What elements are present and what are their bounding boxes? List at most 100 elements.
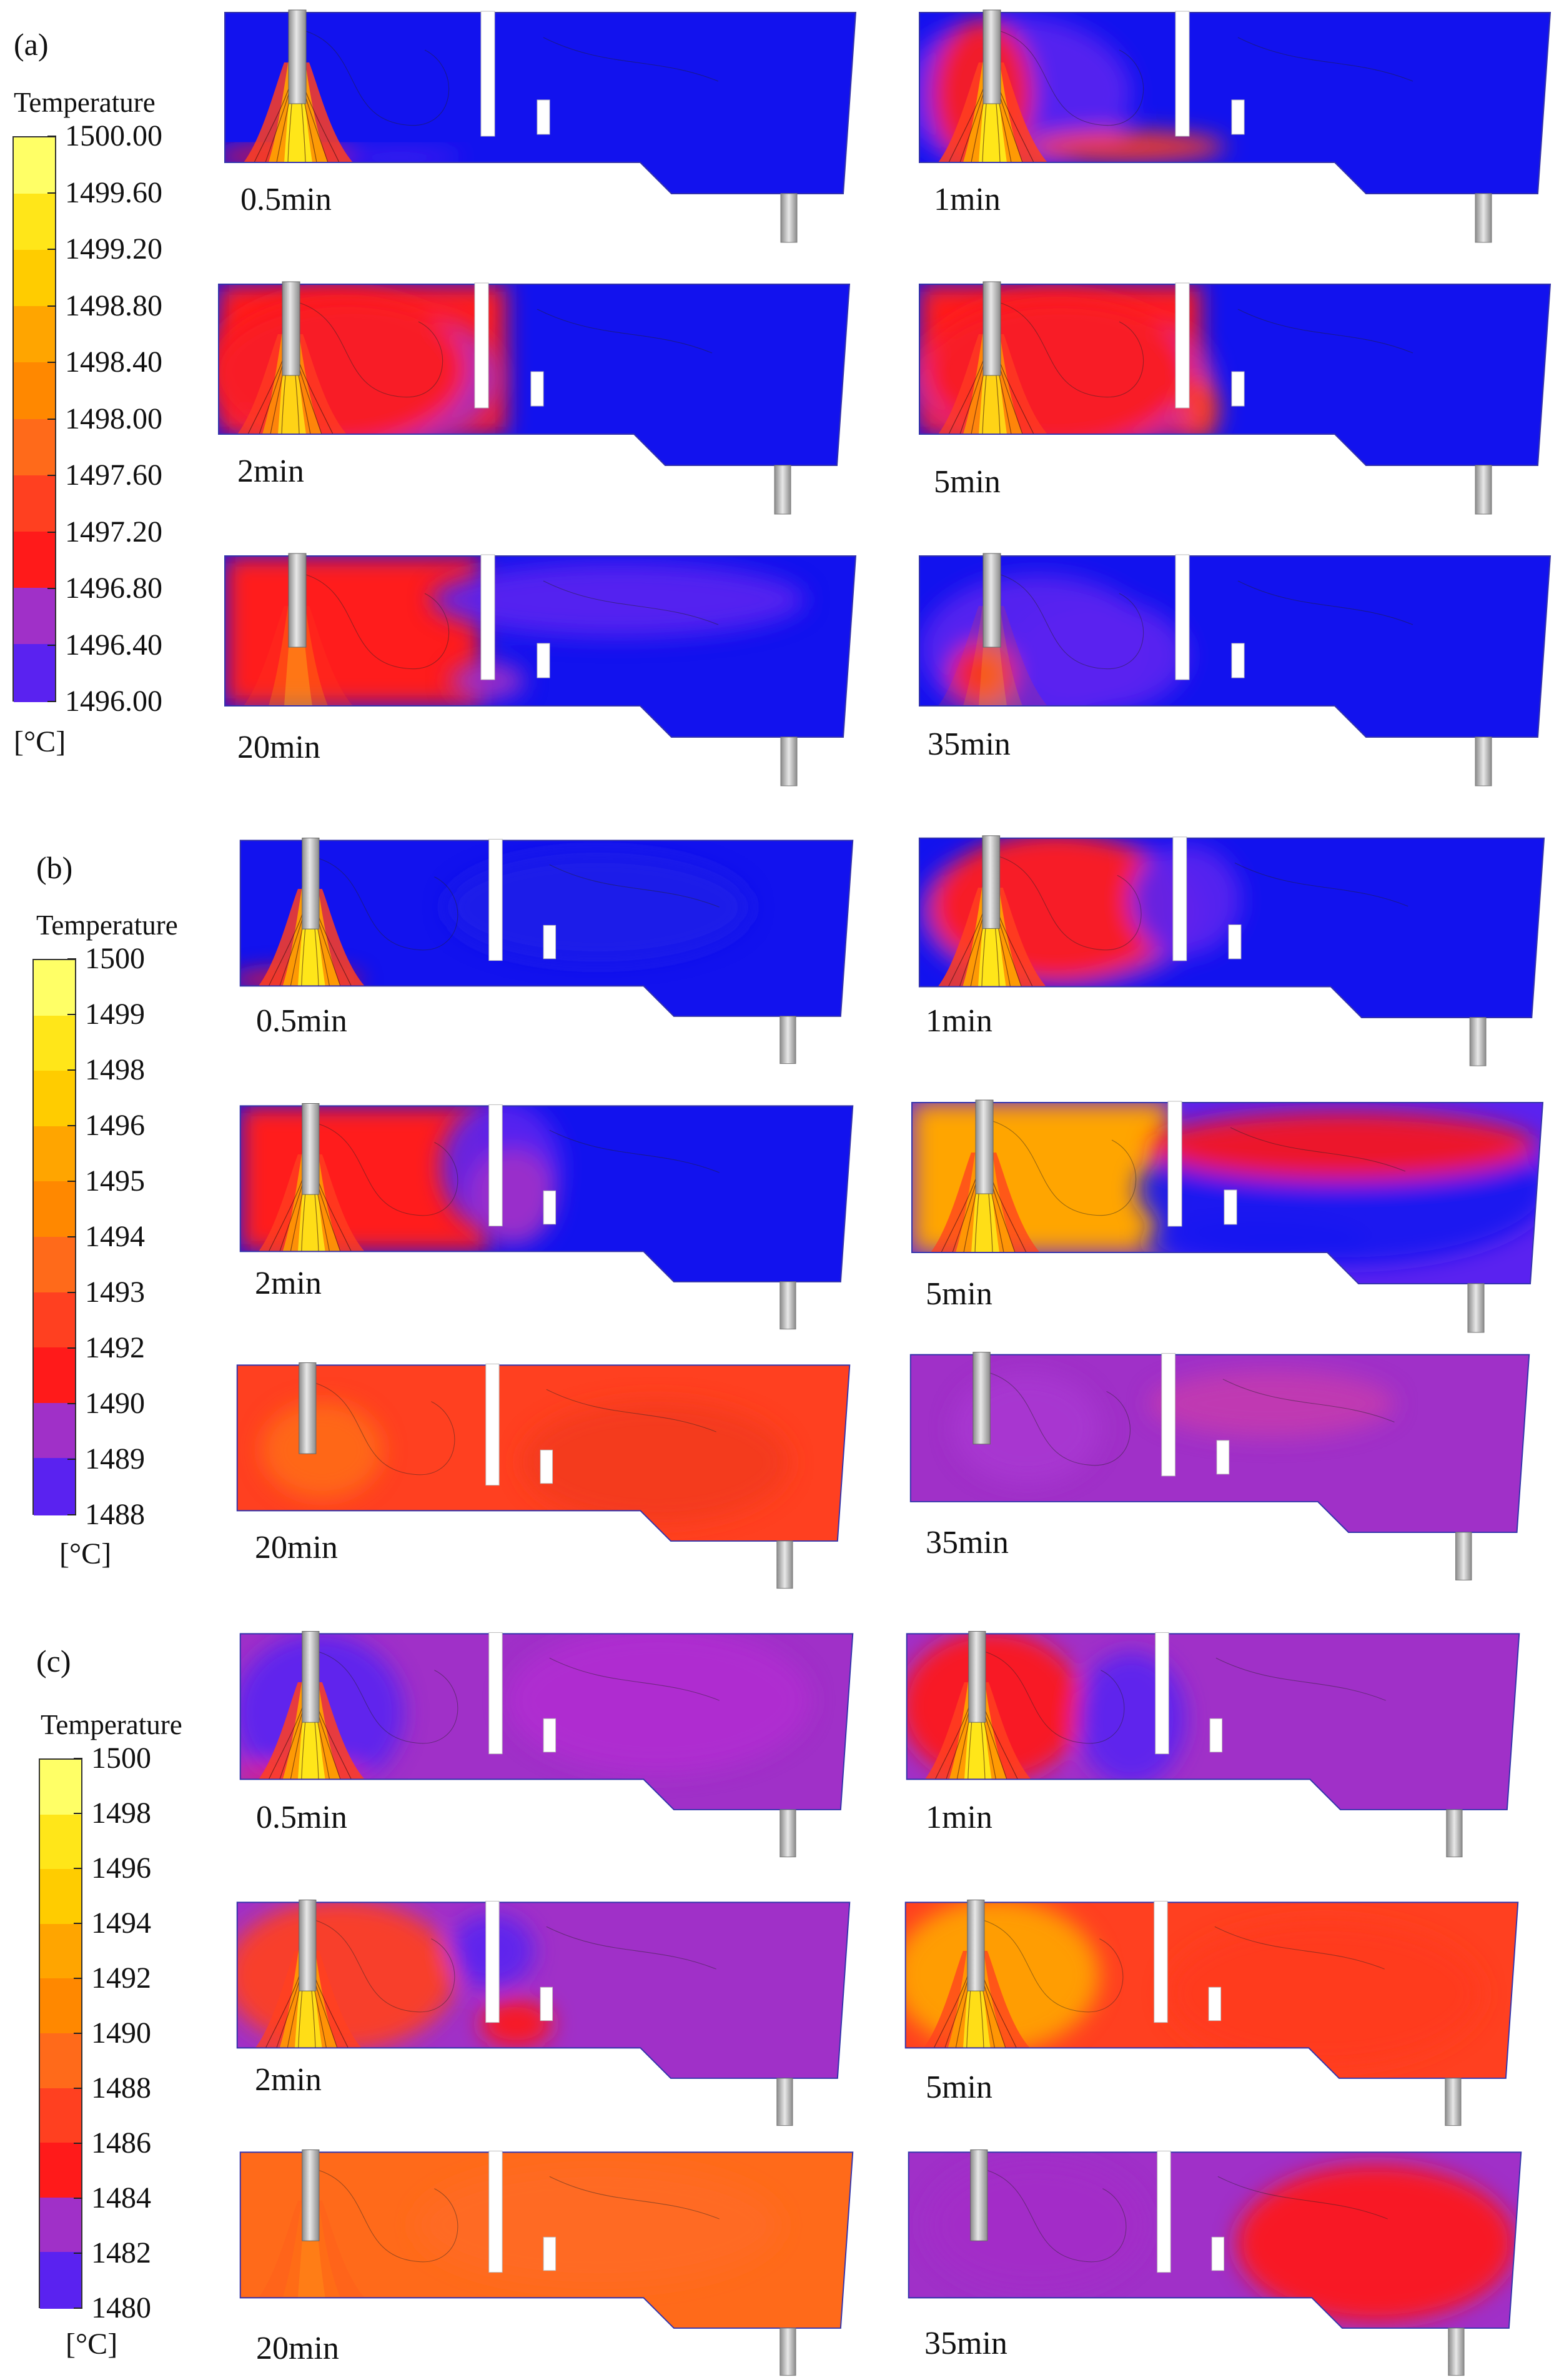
legend-tick [74, 1978, 82, 1979]
legend-tick [47, 249, 56, 250]
temperature-blob [1149, 1112, 1537, 1181]
temperature-blob [1013, 600, 1188, 712]
legend-tick-label: 1496.00 [65, 685, 162, 718]
contour-plot [906, 1631, 1520, 1858]
legend-tick [74, 2253, 82, 2254]
contour-line [299, 302, 713, 398]
temperature-blob [337, 151, 462, 164]
temperature-blob [261, 1401, 383, 1499]
weir [1175, 282, 1190, 409]
legend-band [34, 1015, 75, 1073]
legend-tick-label: 1486 [91, 2126, 151, 2159]
temperature-field [219, 284, 849, 465]
legend-band [34, 1071, 75, 1128]
legend-tick [74, 2143, 82, 2144]
legend-tick [74, 1868, 82, 1869]
legend-band [34, 1458, 75, 1515]
legend-tick [74, 1813, 82, 1814]
legend-tick-label: 1484 [91, 2181, 151, 2214]
legend-band [14, 362, 55, 421]
legend-band [40, 1814, 81, 1871]
dam [1231, 99, 1245, 135]
temperature-blob [1182, 378, 1219, 440]
contour-line [992, 1121, 1406, 1216]
temperature-field [240, 840, 853, 1016]
tundish-outline [239, 840, 854, 1017]
legend-band [40, 1869, 81, 1926]
contour-line [984, 1920, 1385, 2013]
ladle-shroud [299, 1362, 317, 1454]
legend-band [14, 137, 55, 196]
dam [1208, 1986, 1222, 2021]
outlet-nozzle [1445, 2078, 1462, 2126]
weir [1175, 554, 1190, 680]
outlet-nozzle [1475, 193, 1492, 243]
dam [1231, 371, 1245, 407]
inlet-plume [924, 1676, 1031, 1780]
legend-tick [74, 1758, 82, 1759]
tundish-outline [236, 1902, 851, 2079]
legend-tick-label: 1496.80 [65, 572, 162, 605]
legend-band [14, 587, 55, 646]
legend-band [14, 306, 55, 365]
legend-band [34, 1402, 75, 1460]
legend-tick [67, 1403, 76, 1404]
legend-tick-label: 1482 [91, 2236, 151, 2269]
legend-tick [47, 305, 56, 307]
legend-band [14, 475, 55, 533]
legend-tick [47, 475, 56, 476]
legend-band [34, 1181, 75, 1239]
legend-band [14, 419, 55, 477]
contour-line [305, 31, 719, 126]
outlet-nozzle [1475, 736, 1492, 786]
contour-plot [239, 1103, 854, 1330]
outlet-nozzle [1469, 1017, 1487, 1066]
dam [540, 1449, 553, 1484]
ladle-shroud [299, 1900, 317, 1991]
legend-tick-label: 1496.40 [65, 628, 162, 662]
tundish-outline [239, 1105, 854, 1282]
legend-band [40, 1760, 81, 1817]
weir [1172, 836, 1187, 961]
contour-plot [911, 1099, 1544, 1333]
weir [1175, 11, 1190, 137]
outlet-nozzle [776, 1540, 793, 1589]
tundish-outline [239, 1633, 854, 1810]
hot-region [225, 556, 481, 706]
outlet-nozzle [1475, 465, 1492, 515]
contour-plot [918, 835, 1545, 1066]
contour-line [1000, 31, 1413, 126]
weir [1157, 2150, 1171, 2273]
ladle-shroud [970, 2149, 988, 2241]
legend-tick [67, 1459, 76, 1460]
time-label: 1min [926, 1003, 992, 1039]
legend-tick [67, 1292, 76, 1293]
tundish-outline [239, 2151, 854, 2329]
legend-tick-label: 1490 [85, 1387, 145, 1420]
legend-tick-label: 1488 [85, 1498, 145, 1531]
ladle-shroud [982, 553, 1001, 648]
panel-label: (b) [36, 850, 73, 885]
legend-tick [47, 192, 56, 194]
temperature-field [905, 1902, 1518, 2078]
contour-plot [224, 553, 857, 786]
legend-tick [47, 136, 56, 137]
temperature-field [240, 1106, 853, 1282]
legend-tick-label: 1497.20 [65, 515, 162, 548]
legend-tick [47, 588, 56, 589]
outlet-nozzle [1446, 1809, 1463, 1858]
legend-tick-label: 1492 [91, 1961, 151, 1995]
contour-plot [919, 9, 1552, 243]
contour-plot [919, 281, 1552, 515]
ladle-shroud [982, 835, 1001, 929]
contour-line [987, 2170, 1388, 2263]
legend-unit: [°C] [59, 1537, 112, 1570]
ladle-shroud [282, 281, 300, 376]
legend-tick [47, 701, 56, 702]
temperature-blob [1235, 2164, 1515, 2323]
contour-line [319, 858, 720, 951]
legend-tick-label: 1496 [85, 1109, 145, 1142]
tundish-outline [909, 1354, 1530, 1533]
legend-tick-label: 1493 [85, 1276, 145, 1309]
time-label: 35min [924, 2326, 1007, 2361]
